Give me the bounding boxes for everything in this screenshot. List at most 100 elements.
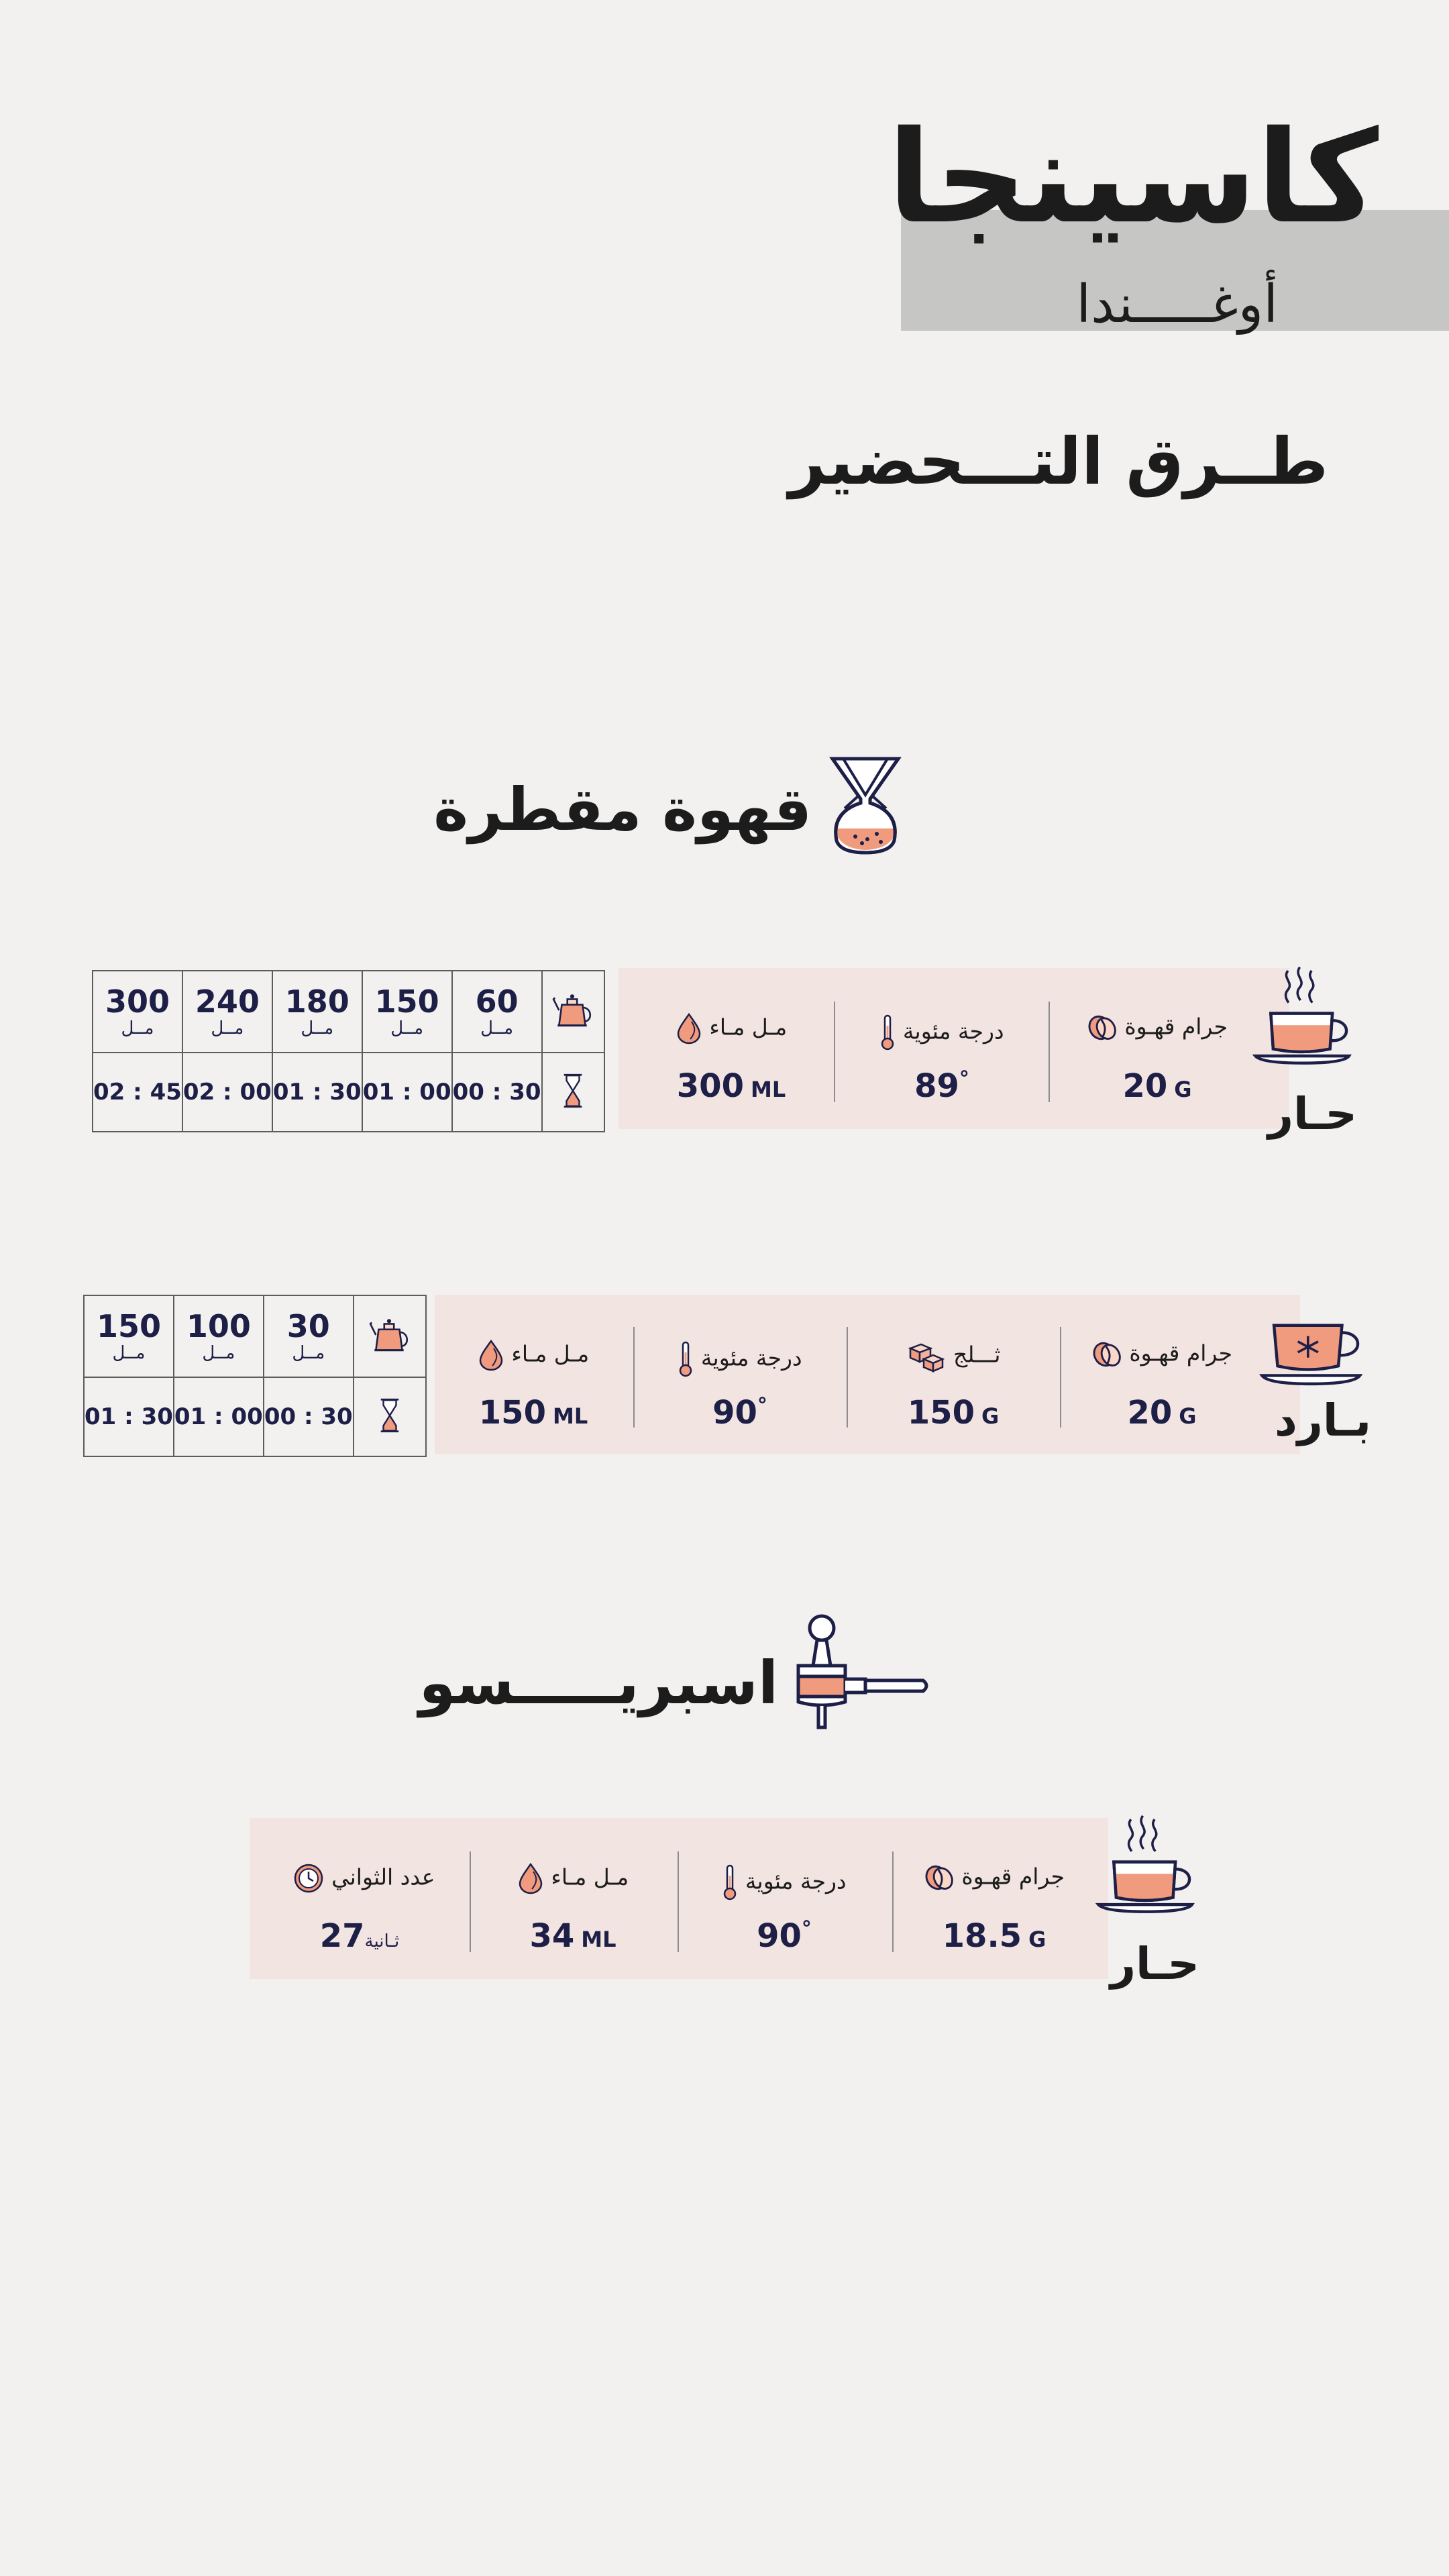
clock-icon bbox=[292, 1862, 325, 1894]
ice-cubes-icon bbox=[906, 1339, 947, 1373]
drip-title: قهوة مقطرة bbox=[433, 775, 812, 844]
stat-unit: ثـانية bbox=[364, 1931, 400, 1951]
schedule-time: 01 : 30 bbox=[83, 1377, 174, 1457]
schedule-cell: 30 مــل bbox=[262, 1295, 354, 1378]
schedule-time: 02 : 45 bbox=[92, 1052, 183, 1132]
stat-value: 90 bbox=[712, 1394, 757, 1432]
drip-hot-temperature: درجة مئوية 89° bbox=[835, 968, 1049, 1129]
divider bbox=[847, 1327, 848, 1428]
stat-label: مـل مـاء bbox=[709, 1014, 788, 1040]
drip-cold-water: مـل مـاء 150 ML bbox=[436, 1295, 631, 1456]
drip-cold-schedule-table: 150 مــل 100 مــل 30 مــل 01 : 30 01 : 00 0… bbox=[83, 1295, 427, 1457]
espresso-water: مـل مـاء 34 ML bbox=[471, 1818, 675, 1979]
stat-label: عدد الثواني bbox=[331, 1864, 435, 1890]
schedule-time: 01 : 00 bbox=[361, 1052, 453, 1132]
schedule-time: 00 : 30 bbox=[451, 1052, 543, 1132]
kettle-cell bbox=[541, 970, 606, 1053]
stat-value: 34 bbox=[529, 1917, 575, 1955]
stat-label: جرام قهـوة bbox=[961, 1863, 1065, 1890]
iced-cup-icon bbox=[1258, 1320, 1366, 1393]
stat-value: 20 bbox=[1122, 1067, 1168, 1105]
stat-label: درجة مئوية bbox=[700, 1344, 802, 1371]
hourglass-icon bbox=[560, 1071, 586, 1111]
espresso-title: اسبريـــــسو bbox=[419, 1648, 778, 1717]
thermometer-icon bbox=[879, 1012, 896, 1053]
schedule-time: 01 : 00 bbox=[172, 1377, 264, 1457]
stat-unit: ML bbox=[750, 1077, 786, 1102]
hourglass-cell bbox=[541, 1052, 606, 1132]
schedule-cell: 150 مــل bbox=[361, 970, 453, 1053]
stat-value: 20 bbox=[1127, 1394, 1173, 1432]
thermometer-icon bbox=[722, 1862, 738, 1902]
coffee-bean-icon bbox=[1091, 1339, 1122, 1370]
stat-unit: G bbox=[1174, 1077, 1192, 1102]
schedule-cell: 60 مــل bbox=[451, 970, 543, 1053]
degree-sign: ° bbox=[959, 1067, 969, 1091]
divider bbox=[1049, 1002, 1050, 1102]
espresso-hot-label: حـار bbox=[1110, 1938, 1199, 1990]
schedule-cell: 240 مــل bbox=[181, 970, 273, 1053]
espresso-section-header: اسبريـــــسو bbox=[419, 1613, 932, 1741]
degree-sign: ° bbox=[801, 1917, 812, 1941]
stat-value: 27 bbox=[319, 1917, 365, 1955]
drip-hot-label: حـار bbox=[1268, 1088, 1357, 1140]
schedule-cell: 100 مــل bbox=[172, 1295, 264, 1378]
kettle-icon bbox=[552, 989, 594, 1031]
divider bbox=[678, 1851, 679, 1952]
thermometer-icon bbox=[678, 1339, 694, 1379]
hourglass-icon bbox=[377, 1395, 402, 1436]
schedule-cell: 300 مــل bbox=[92, 970, 183, 1053]
stat-value: 150 bbox=[478, 1394, 546, 1432]
stat-label: درجة مئوية bbox=[745, 1868, 847, 1894]
schedule-time: 00 : 30 bbox=[262, 1377, 354, 1457]
water-drop-icon bbox=[676, 1012, 702, 1044]
stat-unit: G bbox=[981, 1403, 1000, 1429]
coffee-bean-icon bbox=[924, 1862, 955, 1893]
hourglass-cell bbox=[352, 1377, 427, 1457]
stat-label: جرام قهـوة bbox=[1129, 1340, 1233, 1366]
brand-title: كاسينجا bbox=[887, 103, 1379, 252]
divider bbox=[834, 1002, 835, 1102]
schedule-cell: 180 مــل bbox=[271, 970, 363, 1053]
schedule-time: 02 : 00 bbox=[181, 1052, 273, 1132]
origin-subtitle: أوغـــــندا bbox=[1076, 274, 1278, 335]
preparation-methods-title: طــرق التـــحضير bbox=[788, 424, 1328, 499]
drip-cold-ice: ثـــلج 150 G bbox=[848, 1295, 1059, 1456]
stat-label: جرام قهـوة bbox=[1124, 1013, 1228, 1040]
divider bbox=[892, 1851, 894, 1952]
drip-hot-water: مـل مـاء 300 ML bbox=[631, 968, 832, 1129]
kettle-icon bbox=[369, 1314, 411, 1356]
stat-unit: G bbox=[1179, 1403, 1197, 1429]
stat-value: 90 bbox=[757, 1917, 802, 1955]
espresso-coffee-grams: جرام قهـوة 18.5 G bbox=[894, 1818, 1095, 1979]
stat-unit: ML bbox=[552, 1403, 588, 1429]
stat-label: درجة مئوية bbox=[902, 1018, 1004, 1044]
drip-cold-label: بـارد bbox=[1275, 1395, 1371, 1446]
espresso-hot-panel bbox=[250, 1818, 1108, 1979]
schedule-cell: 150 مــل bbox=[83, 1295, 174, 1378]
portafilter-icon bbox=[792, 1613, 932, 1741]
divider bbox=[633, 1327, 635, 1428]
title-band bbox=[901, 210, 1449, 331]
espresso-temperature: درجة مئوية 90° bbox=[679, 1818, 890, 1979]
stat-unit: ML bbox=[581, 1927, 616, 1952]
stat-value: 300 bbox=[676, 1067, 744, 1105]
hot-cup-icon bbox=[1092, 1815, 1199, 1915]
degree-sign: ° bbox=[757, 1394, 767, 1417]
water-drop-icon bbox=[517, 1862, 544, 1894]
stat-unit: G bbox=[1028, 1927, 1046, 1952]
stat-value: 150 bbox=[907, 1394, 975, 1432]
stat-value: 18.5 bbox=[942, 1917, 1022, 1955]
water-drop-icon bbox=[478, 1339, 504, 1371]
stat-label: مـل مـاء bbox=[551, 1864, 629, 1890]
drip-cold-temperature: درجة مئوية 90° bbox=[635, 1295, 845, 1456]
schedule-time: 01 : 30 bbox=[271, 1052, 363, 1132]
stat-value: 89 bbox=[914, 1067, 959, 1105]
chemex-icon bbox=[828, 755, 902, 855]
drip-hot-schedule-table: 300 مــل 240 مــل 180 مــل 150 مــل 60 مــل 0… bbox=[92, 970, 606, 1132]
stat-label: مـل مـاء bbox=[511, 1340, 590, 1367]
espresso-seconds: عدد الثواني ثـانية27 bbox=[262, 1818, 466, 1979]
drip-cold-panel bbox=[435, 1295, 1300, 1454]
drip-section-header: قهوة مقطرة bbox=[433, 755, 902, 862]
drip-hot-coffee-grams: جرام قهـوة 20 G bbox=[1050, 968, 1265, 1129]
